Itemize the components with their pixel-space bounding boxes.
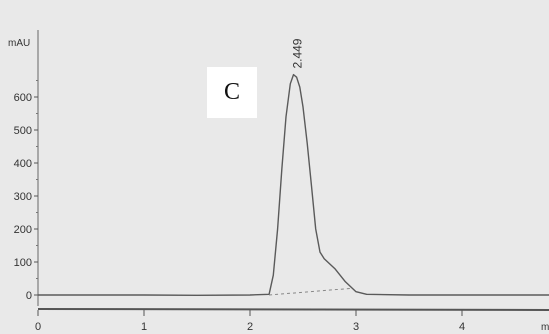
y-tick-label-300: 300 xyxy=(14,191,32,203)
x-tick-label-4: 4 xyxy=(459,321,465,333)
x-axis-unit-label: min xyxy=(541,322,549,333)
chromatogram-trace-0 xyxy=(38,73,549,296)
y-tick-label-600: 600 xyxy=(14,92,32,104)
x-axis-line xyxy=(37,308,549,311)
x-tick-label-3: 3 xyxy=(353,321,359,333)
chart-axes xyxy=(37,30,549,311)
y-tick-label-400: 400 xyxy=(14,158,32,170)
integration-baseline xyxy=(269,287,351,296)
peak-retention-label: 2.449 xyxy=(291,38,305,68)
chart-labels: 0 100 200 300 400 500 600 mAU 0 1 2 3 4 min 2.449 xyxy=(8,38,549,333)
y-tick-label-200: 200 xyxy=(14,224,32,236)
y-tick-label-500: 500 xyxy=(14,125,32,137)
chart-series xyxy=(38,73,549,296)
y-axis-unit-label: mAU xyxy=(8,38,30,49)
y-tick-label-100: 100 xyxy=(14,257,32,269)
x-tick-label-1: 1 xyxy=(141,321,147,333)
panel-label-box: C xyxy=(207,67,257,118)
panel-label: C xyxy=(223,79,240,105)
chart-ticks xyxy=(34,80,463,316)
x-tick-label-2: 2 xyxy=(247,321,253,333)
y-tick-label-0: 0 xyxy=(26,290,32,302)
x-tick-label-0: 0 xyxy=(35,321,41,333)
